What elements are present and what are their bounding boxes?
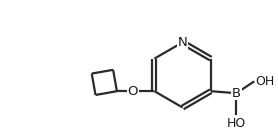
Text: OH: OH [255,75,274,88]
Text: N: N [178,36,187,49]
Text: O: O [127,85,138,98]
Text: HO: HO [227,117,246,130]
Text: B: B [232,87,241,100]
